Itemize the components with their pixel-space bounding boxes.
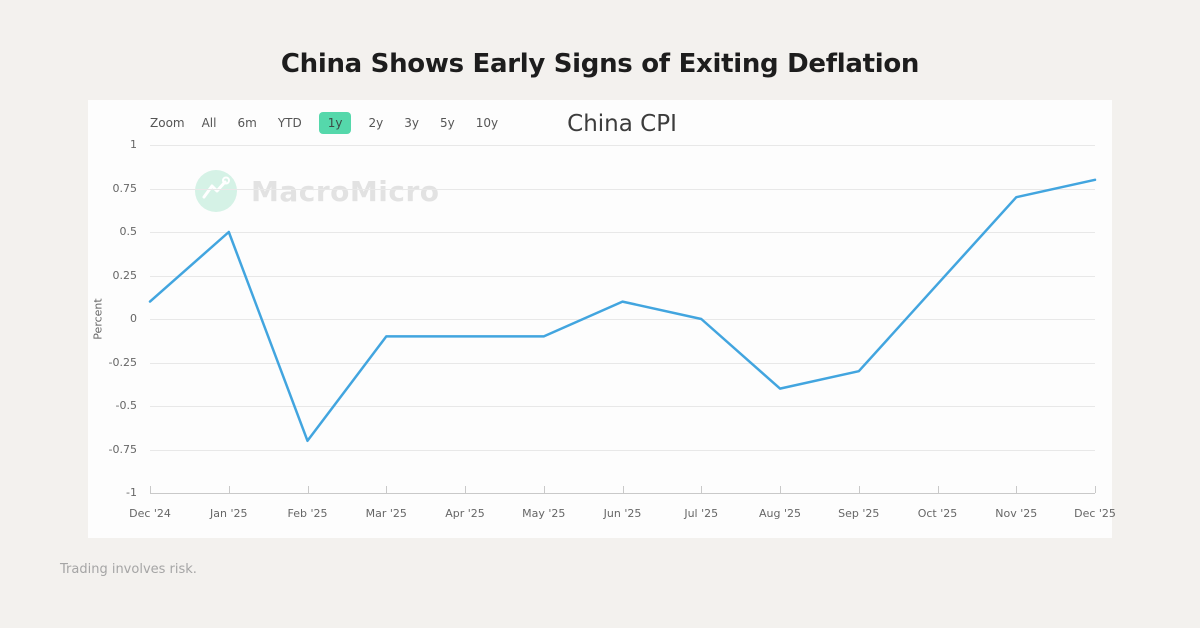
range-button-3y[interactable]: 3y [400,114,423,132]
y-tick-label: -0.25 [108,355,137,369]
gridline [150,319,1095,320]
x-tick-label: Sep '25 [838,507,880,520]
x-tick-mark [622,486,624,493]
x-tick-label: Jul '25 [684,507,719,520]
x-tick-mark [701,486,703,493]
x-tick-mark [1095,486,1096,493]
gridline [150,188,1095,190]
x-tick-mark [150,486,151,493]
gridline [150,493,1095,494]
range-button-ytd[interactable]: YTD [274,114,306,132]
x-tick-label: Jun '25 [603,507,642,520]
chart-card: Zoom All 6m YTD 1y 2y 3y 5y 10y China CP… [88,100,1116,538]
y-tick-label: 1 [130,138,137,151]
x-tick-label: Oct '25 [917,507,958,520]
x-tick-label: May '25 [522,507,566,520]
x-tick-label: Jan '25 [210,507,248,520]
x-tick-label: Nov '25 [995,507,1038,520]
zoom-toolbar-label: Zoom [150,116,185,130]
page-title: China Shows Early Signs of Exiting Defla… [280,49,920,79]
x-tick-mark [780,486,781,493]
range-button-6m[interactable]: 6m [233,114,260,132]
y-tick-label: 0 [130,312,137,325]
x-tick-label: Mar '25 [365,507,407,520]
y-tick-label: 0.25 [112,268,138,282]
plot-area[interactable] [148,145,1097,494]
range-button-2y[interactable]: 2y [364,114,387,132]
y-tick-label: 0.75 [112,181,138,195]
x-tick-label: Dec '24 [129,507,171,520]
chart-title: China CPI [567,111,677,137]
range-button-all[interactable]: All [198,114,221,132]
gridline [150,362,1095,364]
gridline [150,406,1095,407]
y-tick-label: -0.75 [108,442,137,456]
cpi-line-series [148,178,1097,443]
y-tick-label: -0.5 [115,399,137,412]
x-tick-mark [1016,486,1018,493]
y-tick-label: 0.5 [119,225,138,238]
x-tick-mark [228,486,230,493]
zoom-toolbar: Zoom All 6m YTD 1y 2y 3y 5y 10y [150,112,502,134]
footer-disclaimer: Trading involves risk. [60,562,197,577]
gridline [150,232,1095,233]
gridline [150,275,1095,277]
x-tick-label: Aug '25 [759,507,801,520]
x-tick-mark [386,486,388,493]
range-button-10y[interactable]: 10y [472,114,502,132]
x-tick-mark [937,486,939,493]
range-button-5y[interactable]: 5y [436,114,459,132]
y-tick-label: -1 [126,486,137,499]
x-tick-label: Dec '25 [1074,507,1116,520]
x-tick-mark [307,486,309,493]
x-tick-mark [543,486,545,493]
gridline [150,449,1095,451]
range-button-1y-selected[interactable]: 1y [318,112,352,134]
x-tick-label: Apr '25 [445,507,485,520]
x-tick-mark [858,486,860,493]
x-tick-mark [465,486,466,493]
gridline [150,145,1095,146]
x-tick-label: Feb '25 [287,507,328,520]
